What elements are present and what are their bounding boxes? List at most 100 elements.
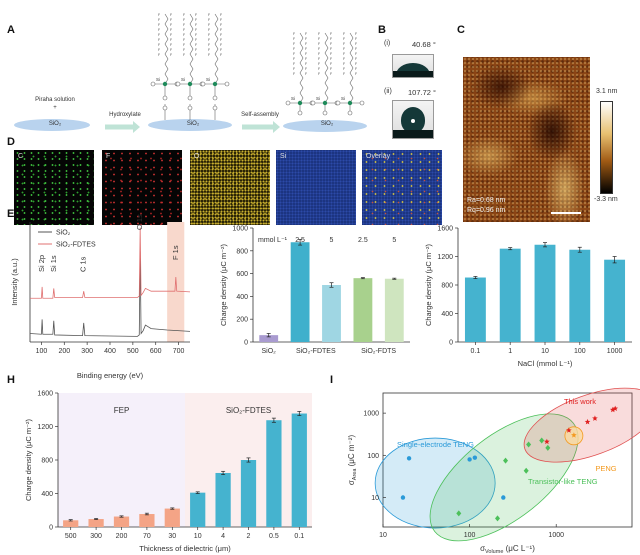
fluorine-atom: F	[195, 43, 197, 47]
bar	[353, 278, 373, 342]
peak-label: F 1s	[171, 245, 180, 260]
fluorine-atom: F	[195, 38, 197, 42]
x-axis-label-unit: (μC L⁻¹)	[503, 544, 535, 553]
fluorine-atom: F	[343, 32, 345, 36]
bar	[266, 420, 282, 527]
panel-label-i: I	[330, 374, 334, 386]
series-label: Single-electrode TENG	[397, 440, 474, 449]
x-tick-label: 300	[81, 348, 93, 355]
substrate-label-1: SiO₂	[48, 121, 62, 127]
x-tick-label: 100	[464, 532, 476, 539]
fluorine-atom: F	[305, 47, 307, 51]
contact-angle-i-label: (i)	[384, 40, 391, 47]
silicon-atom	[212, 81, 218, 87]
fluorine-atom: F	[158, 38, 160, 42]
fluorine-atom: F	[343, 72, 345, 76]
y-tick-label: 100	[367, 453, 379, 460]
y-tick-label: 800	[41, 458, 53, 465]
oxygen-atom	[224, 81, 230, 87]
fluorine-atom: F	[355, 72, 357, 76]
y-tick-label: 400	[41, 491, 53, 498]
y-tick-label: 200	[236, 317, 248, 324]
fluorocarbon-chain	[324, 32, 329, 104]
fluorine-atom: F	[220, 38, 222, 42]
x-tick-label: 2	[247, 533, 251, 540]
fluorine-atom: F	[208, 43, 210, 47]
data-point	[467, 457, 472, 462]
fluorine-atom: F	[208, 13, 210, 17]
fluorine-atom: F	[355, 57, 357, 61]
fluorine-atom: F	[195, 53, 197, 57]
x-tick-label: 70	[143, 533, 151, 540]
bar	[164, 508, 180, 527]
peak-label: O 1s	[135, 214, 144, 230]
spectrum-line	[29, 251, 191, 337]
x-tick-label: 1	[508, 348, 512, 355]
fluorine-atom: F	[170, 38, 172, 42]
fluorine-atom: F	[170, 43, 172, 47]
y-axis-label: Charge density (μC m⁻²)	[424, 243, 433, 326]
data-point	[592, 415, 598, 421]
fluorine-atom: F	[330, 62, 332, 66]
data-point	[503, 457, 509, 464]
fluorine-atom: F	[170, 18, 172, 22]
region-label: FEP	[114, 406, 130, 415]
rq-value: Rq=0.96 nm	[467, 207, 506, 214]
fluorine-atom: F	[183, 48, 185, 52]
eds-map-silicon: Si	[276, 150, 356, 225]
fluorine-atom: F	[158, 48, 160, 52]
panel-label-h: H	[7, 374, 15, 386]
oxygen-atom	[285, 100, 291, 106]
bar	[604, 259, 626, 342]
y-tick-label: 0	[449, 340, 453, 347]
silicon-atom	[347, 100, 353, 106]
bar	[499, 248, 521, 342]
spectrum-line	[30, 227, 191, 299]
fluorocarbon-chain	[349, 32, 354, 104]
fluorine-atom: F	[158, 28, 160, 32]
x-tick-label: 100	[36, 348, 48, 355]
fluorine-atom: F	[355, 47, 357, 51]
x-tick-label: 0.1	[294, 533, 304, 540]
panel-label-a: A	[7, 24, 15, 36]
map-label: F	[106, 153, 111, 160]
fluorine-atom: F	[318, 37, 320, 41]
fluorine-atom: F	[355, 32, 357, 36]
fluorine-atom: F	[220, 18, 222, 22]
fluorine-atom: F	[220, 33, 222, 37]
fluorine-atom: F	[220, 13, 222, 17]
map-label: C	[18, 153, 24, 160]
y-axis-label-subscript: Area	[352, 468, 358, 481]
x-tick-label: 500	[65, 533, 77, 540]
eds-map-fluorine: F	[102, 150, 182, 225]
fluorine-atom: F	[355, 52, 357, 56]
bar	[190, 492, 206, 527]
x-tick-label: 200	[116, 533, 128, 540]
droplet-image-i	[392, 54, 434, 78]
contact-angle-ii-value: 107.72 °	[408, 88, 437, 97]
bar	[464, 277, 486, 342]
y-tick-label: 1600	[437, 226, 453, 233]
bar	[322, 285, 341, 342]
si-label: Si	[291, 96, 295, 101]
x-tick-label: 10	[541, 348, 549, 355]
fluorine-atom: F	[183, 18, 185, 22]
fluorine-atom: F	[305, 72, 307, 76]
legend-label: SiO₂	[56, 230, 71, 237]
bar	[291, 413, 307, 527]
x-tick-label: 1000	[548, 532, 564, 539]
data-point	[566, 427, 572, 433]
fluorine-atom: F	[330, 32, 332, 36]
fluorine-atom: F	[343, 62, 345, 66]
peak-label: C 1s	[79, 256, 88, 272]
data-point	[539, 437, 545, 444]
panel-label-d: D	[7, 136, 15, 148]
fluorine-atom: F	[355, 42, 357, 46]
fluorine-atom: F	[330, 67, 332, 71]
oxygen-atom	[175, 81, 181, 87]
fluorine-atom: F	[305, 67, 307, 71]
height-colorbar	[600, 101, 613, 194]
hydroxyl-oxygen	[187, 105, 193, 111]
eds-map-overlay: Overlay	[362, 150, 442, 225]
